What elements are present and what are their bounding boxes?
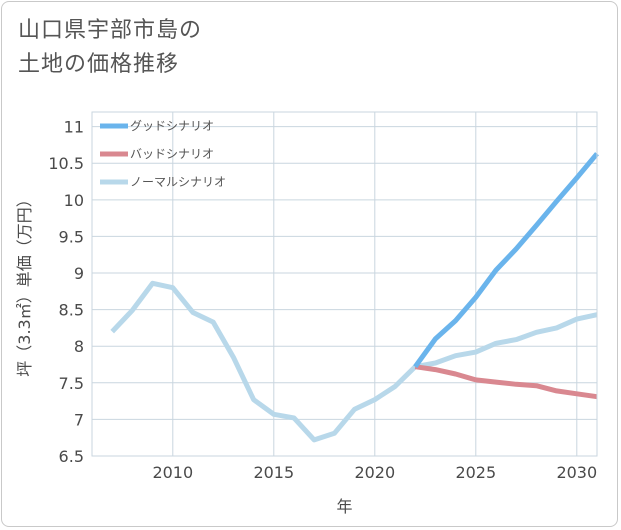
plot-frame xyxy=(91,111,598,457)
series-lines xyxy=(110,152,599,443)
y-tick-label: 8 xyxy=(74,337,84,356)
y-tick-label: 7 xyxy=(74,410,84,429)
legend-label: ノーマルシナリオ xyxy=(130,175,226,189)
y-axis-label: 坪（3.3㎡）単価（万円） xyxy=(15,191,34,376)
series-line-2 xyxy=(110,280,598,443)
x-tick-label: 2010 xyxy=(152,463,193,482)
y-tick-label: 7.5 xyxy=(59,374,84,393)
y-tick-label: 8.5 xyxy=(59,301,84,320)
y-tick-label: 11 xyxy=(64,118,84,137)
series-line-1 xyxy=(414,364,598,400)
grid-lines xyxy=(92,112,597,457)
tick-labels: 6.5 7 7.5 8 8.5 9 9.5 10 10.5 11 2010 2015 2020 2025 2… xyxy=(48,118,597,482)
legend-label: グッドシナリオ xyxy=(130,119,214,133)
y-tick-label: 9 xyxy=(74,264,84,283)
x-axis-label: 年 xyxy=(336,497,352,516)
x-tick-label: 2015 xyxy=(253,463,294,482)
y-tick-label: 10.5 xyxy=(48,154,84,173)
page-title: 山口県宇部市島の 土地の価格推移 xyxy=(18,18,203,77)
series-line-0 xyxy=(413,152,599,369)
x-tick-label: 2020 xyxy=(354,463,395,482)
y-tick-label: 6.5 xyxy=(59,447,84,466)
x-tick-label: 2025 xyxy=(455,463,496,482)
x-tick-label: 2030 xyxy=(556,463,597,482)
y-tick-label: 9.5 xyxy=(59,227,84,246)
y-tick-label: 10 xyxy=(64,191,84,210)
legend-label: バッドシナリオ xyxy=(130,147,214,161)
